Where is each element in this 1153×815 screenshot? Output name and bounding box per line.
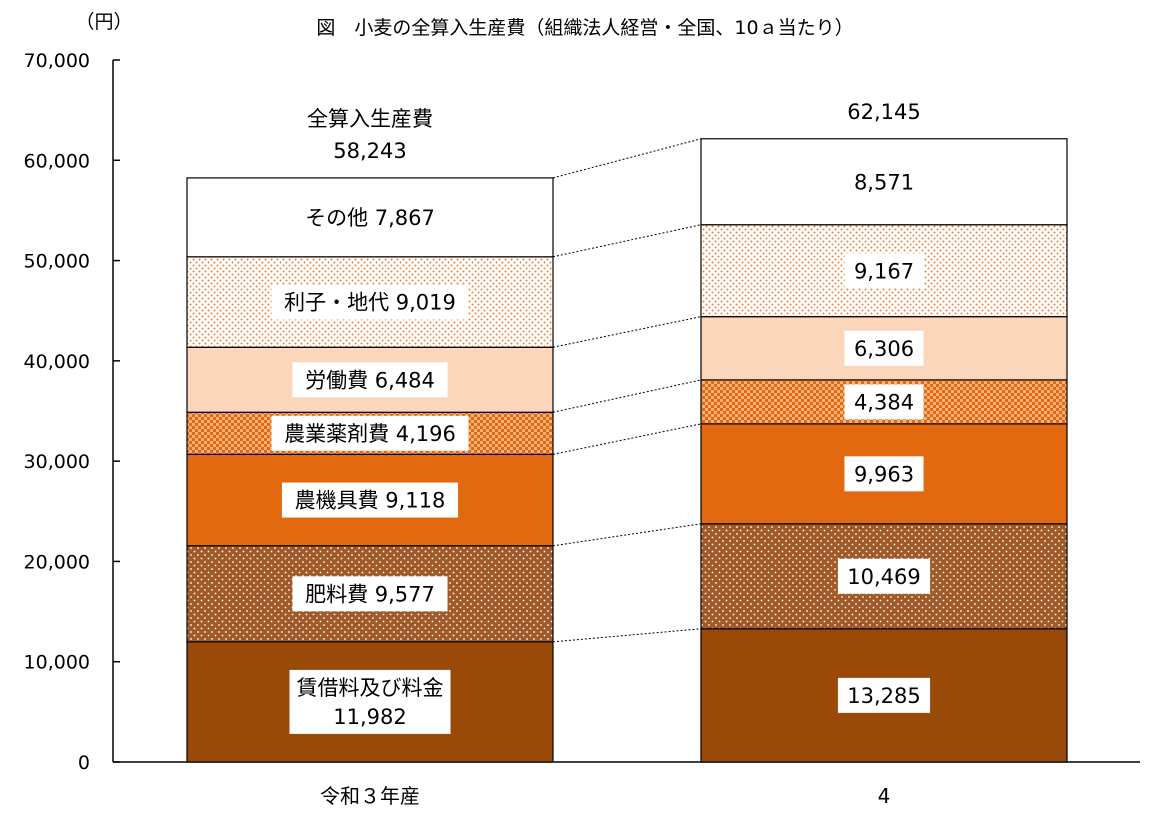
y-tick-label: 30,000 [24, 451, 90, 473]
label-box [292, 362, 448, 398]
total-label: 62,145 [847, 100, 920, 124]
label-box [844, 456, 924, 492]
segment-label: 9,167 [854, 259, 914, 283]
connector-line [552, 379, 702, 413]
label-box [289, 669, 451, 734]
segment-label: 労働費 6,484 [305, 368, 435, 392]
segment-label: その他 7,867 [305, 206, 435, 230]
label-box [281, 482, 459, 518]
connector-line [552, 628, 702, 643]
label-box [271, 415, 469, 451]
connector-line [552, 423, 702, 455]
label-box [844, 384, 924, 420]
segment-label: 13,285 [847, 684, 920, 708]
y-tick-label: 0 [78, 752, 90, 774]
unit-label: （円） [75, 11, 132, 33]
connector-line [552, 523, 702, 547]
x-category-label: 4 [878, 784, 891, 808]
segment-label: 4,384 [854, 390, 914, 414]
label-box [844, 164, 924, 200]
label-box [271, 284, 469, 320]
label-box [837, 558, 931, 594]
y-axis: 0 10,000 20,000 30,000 40,000 50,000 60,000 70,… [24, 50, 1140, 808]
label-box [292, 199, 448, 235]
connector-line [552, 224, 702, 258]
segment-label: 肥料費 9,577 [305, 582, 435, 606]
connector-line [552, 138, 702, 179]
y-tick-label: 20,000 [24, 551, 90, 573]
y-tick-label: 60,000 [24, 150, 90, 172]
segment-label: 農業薬剤費 4,196 [284, 422, 456, 446]
label-box [292, 576, 448, 612]
y-tick-label: 40,000 [24, 351, 90, 373]
total-label: 58,243 [333, 139, 406, 163]
y-tick-label: 70,000 [24, 50, 90, 72]
y-tick-label: 10,000 [24, 652, 90, 674]
segment-label: 6,306 [854, 337, 914, 361]
y-tick-label: 50,000 [24, 251, 90, 273]
segment-label: 農機具費 9,118 [295, 489, 446, 513]
connector-lines [552, 138, 702, 643]
segment-label: 9,963 [854, 462, 914, 486]
x-category-label: 令和３年産 [320, 784, 420, 808]
label-box [837, 677, 931, 713]
connector-line [552, 316, 702, 348]
segment-label: 10,469 [847, 565, 920, 589]
total-caption: 全算入生産費 [307, 107, 433, 131]
label-box [844, 253, 924, 289]
label-box [844, 330, 924, 366]
segment-label: 11,982 [333, 705, 406, 729]
segment-label: 賃借料及び料金 [297, 676, 444, 700]
segment-label: 8,571 [854, 170, 914, 194]
segment-label: 利子・地代 9,019 [284, 291, 456, 315]
chart-title: 図 小麦の全算入生産費（組織法人経営・全国、10ａ当たり） [316, 17, 853, 39]
segment-labels: 賃借料及び料金 11,982 肥料費 9,577 農機具費 9,118 農業薬剤費 4,… [271, 100, 931, 734]
